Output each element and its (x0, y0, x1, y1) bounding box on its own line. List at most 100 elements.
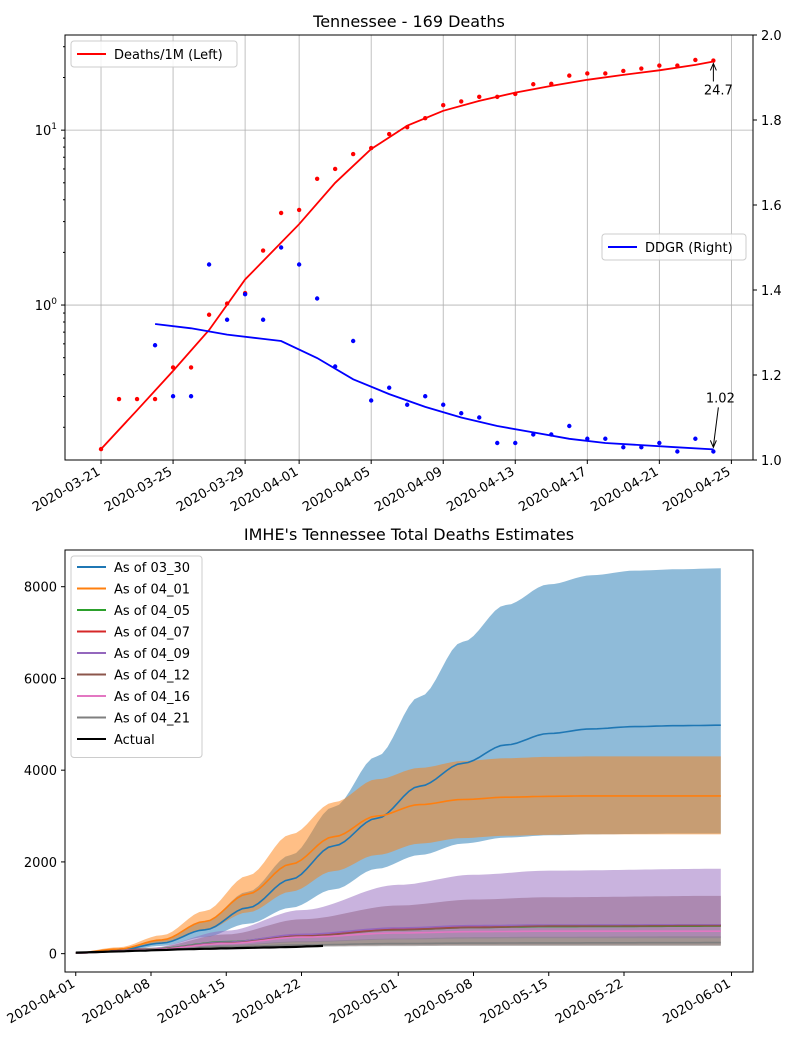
data-point (314, 296, 320, 301)
legend-label: As of 04_01 (114, 583, 190, 598)
data-point (350, 151, 356, 157)
data-point (332, 166, 338, 172)
chart-title: IMHE's Tennessee Total Deaths Estimates (244, 525, 574, 544)
y-right-tick-label: 2.0 (761, 29, 782, 44)
uncertainty-band (75, 936, 721, 954)
data-point (477, 415, 482, 420)
legend-box (601, 233, 747, 261)
data-point (693, 57, 698, 63)
data-point (206, 312, 212, 317)
data-point (423, 394, 428, 399)
legend-box (70, 555, 203, 758)
data-point (441, 402, 446, 407)
data-point (513, 440, 518, 446)
data-point (459, 411, 464, 416)
data-point (585, 71, 590, 76)
data-point (170, 394, 176, 399)
legend-deaths: Deaths/1M (Left) (70, 40, 238, 68)
y-axis-right: 1.0 1.2 1.4 1.6 1.8 2.0 (753, 29, 782, 469)
data-point (404, 402, 410, 407)
data-point (459, 99, 464, 104)
data-point (657, 63, 662, 68)
data-point (386, 131, 392, 137)
y-tick-label: 0 (49, 948, 57, 963)
data-point (368, 398, 374, 403)
y-right-tick-label: 1.4 (761, 284, 782, 299)
data-point (603, 71, 608, 76)
data-point (134, 396, 140, 402)
data-point (531, 82, 536, 87)
legend-label: As of 04_12 (114, 669, 190, 684)
data-point (603, 436, 608, 441)
y-right-tick-label: 1.2 (761, 369, 782, 384)
data-point (314, 176, 320, 182)
series-line (100, 60, 714, 450)
exponent: 0 (51, 297, 57, 307)
data-point (116, 396, 122, 402)
legend-label: As of 04_09 (114, 647, 190, 662)
data-point (152, 343, 158, 348)
data-point (188, 365, 194, 370)
data-point (675, 449, 680, 454)
legend-label: As of 04_16 (114, 690, 190, 705)
y-axis: 0 2000 4000 6000 8000 (24, 581, 65, 963)
data-point (693, 436, 698, 441)
series-lines (75, 724, 721, 954)
data-point (711, 449, 716, 454)
uncertainty-band (75, 868, 721, 954)
y-right-tick-label: 1.0 (761, 454, 782, 469)
data-point (639, 445, 644, 450)
data-point (152, 396, 158, 402)
y-right-tick-label: 1.8 (761, 114, 782, 129)
legend-ddgr: DDGR (Right) (601, 233, 747, 261)
data-point (278, 245, 284, 250)
legend-label: Actual (114, 733, 155, 748)
plot-frame (64, 34, 754, 461)
y-tick-label: 6000 (24, 672, 57, 687)
data-point (441, 102, 446, 108)
legend-box (70, 40, 238, 68)
data-point (621, 68, 626, 74)
legend-label: As of 04_05 (114, 604, 190, 619)
data-point (657, 440, 662, 446)
data-point (206, 262, 212, 267)
legend-label: As of 04_07 (114, 626, 190, 641)
exponent: 1 (51, 122, 57, 132)
legend: As of 03_30 As of 04_01 As of 04_05 As of 0… (70, 555, 203, 758)
data-point (585, 436, 590, 441)
series-line (75, 724, 721, 954)
chart-title: Tennessee - 169 Deaths (312, 12, 505, 31)
data-point (567, 423, 572, 429)
data-point (350, 338, 356, 344)
series-line (154, 323, 714, 451)
legend-label: As of 03_30 (114, 561, 190, 576)
data-point (260, 317, 266, 322)
uncertainty-band (75, 756, 721, 954)
y-tick-label: 8000 (24, 581, 57, 596)
annotation-arrow (712, 407, 719, 447)
data-point (278, 210, 284, 216)
data-point (639, 66, 644, 71)
data-point (224, 317, 230, 322)
data-point (188, 394, 194, 399)
arrow-head (709, 62, 717, 71)
arrow-head (709, 440, 717, 449)
series-line (75, 930, 721, 954)
data-point (621, 445, 626, 450)
blue-series (152, 245, 716, 454)
annotation-ddgr: 1.02 (706, 391, 735, 406)
y-right-tick-label: 1.6 (761, 199, 782, 214)
y-tick-label: 2000 (24, 856, 57, 871)
data-point (477, 94, 482, 100)
data-point (260, 248, 266, 253)
legend-label: DDGR (Right) (645, 241, 733, 256)
data-point (567, 73, 572, 78)
data-point (296, 207, 302, 213)
plot-frame (64, 549, 754, 973)
legend-label: Deaths/1M (Left) (114, 48, 223, 63)
y-tick-label: 4000 (24, 764, 57, 779)
uncertainty-bands (75, 568, 721, 954)
legend-label: As of 04_21 (114, 712, 190, 727)
annotation-deaths: 24.7 (704, 83, 733, 98)
